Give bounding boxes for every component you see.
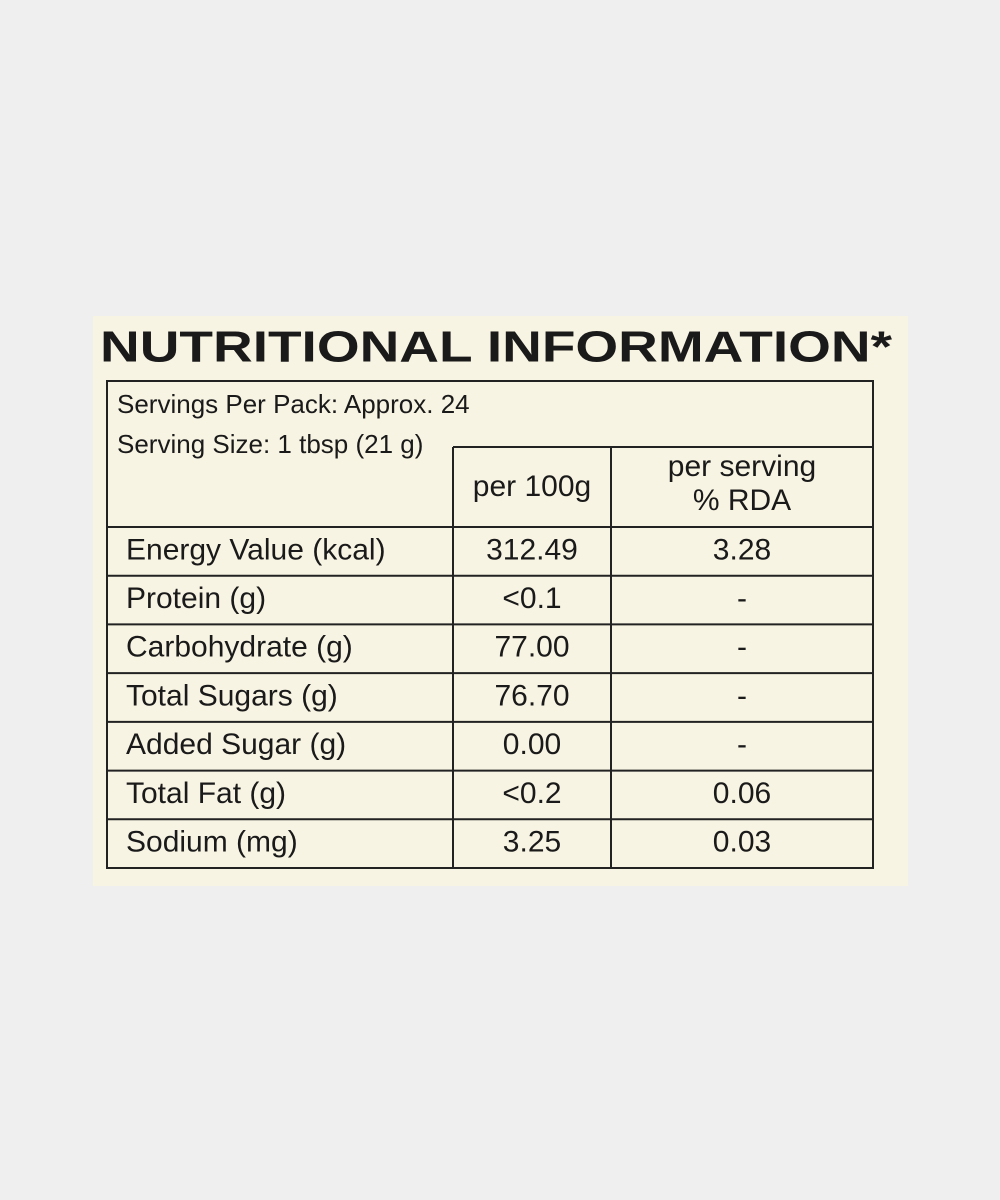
nutrient-name: Added Sugar (g) bbox=[126, 728, 346, 761]
rda-value: - bbox=[737, 631, 747, 664]
rda-value: - bbox=[737, 728, 747, 761]
rda-value: - bbox=[737, 679, 747, 712]
per-100g-value: 77.00 bbox=[494, 631, 569, 664]
nutrient-name: Energy Value (kcal) bbox=[126, 533, 386, 566]
per-100g-value: <0.2 bbox=[502, 777, 561, 810]
label-card bbox=[93, 316, 908, 886]
rda-value: - bbox=[737, 582, 747, 615]
per-100g-value: 312.49 bbox=[486, 533, 578, 566]
servings-per-pack: Servings Per Pack: Approx. 24 bbox=[117, 389, 470, 419]
per-100g-value: <0.1 bbox=[502, 582, 561, 615]
nutrient-name: Protein (g) bbox=[126, 582, 266, 615]
per-100g-value: 76.70 bbox=[494, 679, 569, 712]
rda-value: 0.06 bbox=[713, 777, 771, 810]
rda-value: 0.03 bbox=[713, 826, 771, 859]
serving-size: Serving Size: 1 tbsp (21 g) bbox=[117, 429, 423, 459]
nutrient-name: Total Fat (g) bbox=[126, 777, 286, 810]
column-header: per 100g bbox=[473, 470, 591, 503]
nutrient-name: Carbohydrate (g) bbox=[126, 631, 353, 664]
label-title: NUTRITIONAL INFORMATION* bbox=[100, 323, 893, 372]
column-header: % RDA bbox=[693, 484, 791, 517]
nutrient-name: Total Sugars (g) bbox=[126, 679, 338, 712]
nutrient-name: Sodium (mg) bbox=[126, 826, 298, 859]
per-100g-value: 0.00 bbox=[503, 728, 561, 761]
rda-value: 3.28 bbox=[713, 533, 771, 566]
per-100g-value: 3.25 bbox=[503, 826, 561, 859]
column-header: per serving bbox=[668, 450, 816, 483]
